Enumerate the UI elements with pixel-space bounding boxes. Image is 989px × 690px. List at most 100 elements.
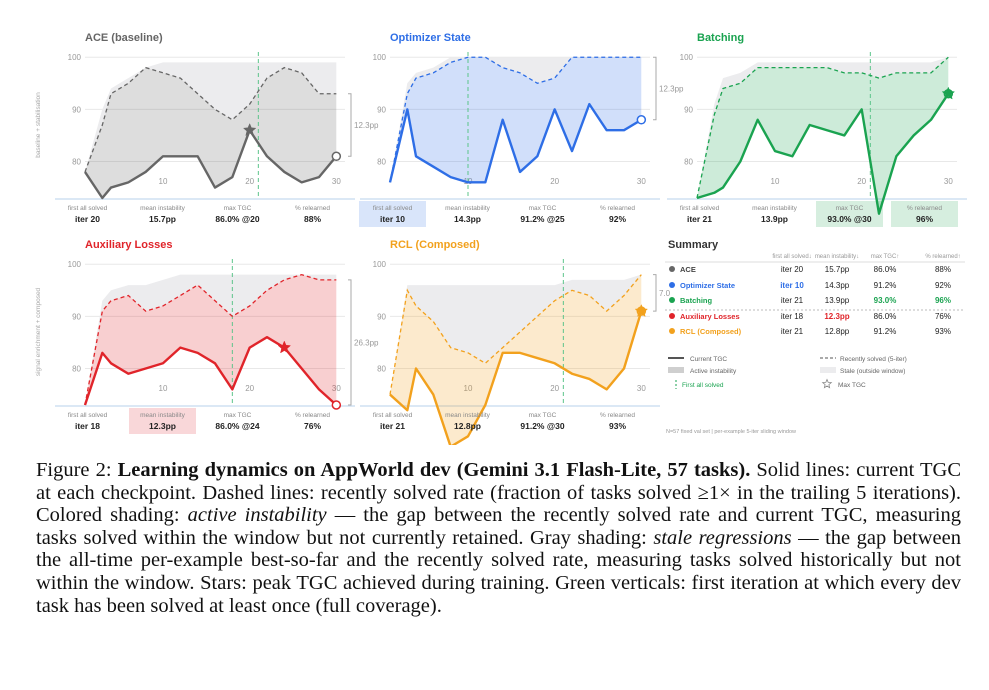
summary-cell: 88% [935, 265, 951, 274]
stat-highlight [129, 408, 196, 434]
stat-header: first all solved [373, 205, 413, 212]
current-tgc-line [83, 336, 338, 406]
summary-cell: iter 20 [781, 265, 804, 274]
stat-value: 88% [304, 214, 321, 224]
summary-panel: Summary first all solved↓ mean instability… [665, 239, 965, 435]
summary-row-name: Batching [680, 296, 713, 305]
legend-stale: Stale (outside window) [840, 368, 905, 375]
stat-value: 93.0% @30 [827, 214, 871, 224]
stat-header: mean instability [445, 205, 491, 212]
summary-cell: iter 18 [781, 312, 804, 321]
stat-header: max TGC [224, 412, 252, 419]
y-tick-label: 80 [377, 158, 386, 167]
summary-color-dot [669, 266, 675, 272]
summary-cell: iter 21 [781, 296, 804, 305]
learning-dynamics-figure: ACE (baseline) 80 90 100 10 20 30 baseline + st… [35, 32, 967, 445]
legend-current: Current TGC [690, 356, 727, 363]
stat-header: max TGC [224, 205, 252, 212]
x-tick-label: 30 [944, 177, 953, 186]
y-tick-label: 100 [68, 53, 82, 62]
y-tick-label: 90 [377, 312, 386, 321]
panel-title: ACE (baseline) [85, 32, 163, 44]
y-axis-label: baseline + stabilisation [35, 92, 42, 158]
x-tick-label: 20 [245, 177, 254, 186]
stat-highlight [891, 201, 958, 227]
summary-color-dot [669, 297, 675, 303]
recently-solved-line [84, 273, 337, 406]
x-tick-label: 20 [857, 177, 866, 186]
y-tick-label: 80 [72, 365, 81, 374]
stat-value: 14.3pp [454, 214, 481, 224]
stat-highlight [816, 201, 883, 227]
max-tgc-star [941, 86, 956, 100]
panel-title: Batching [697, 32, 744, 44]
x-tick-label: 30 [637, 384, 646, 393]
summary-row-name: RCL (Composed) [680, 327, 742, 336]
stat-header: max TGC [529, 412, 557, 419]
summary-header: max TGC↑ [871, 254, 900, 260]
figure-caption: Figure 2: Learning dynamics on AppWorld … [36, 459, 961, 617]
stat-value: 93% [609, 421, 626, 431]
y-tick-label: 90 [377, 105, 386, 114]
stale-shading [85, 62, 337, 172]
caption-text-3: — the gap between the all-time per-examp… [36, 526, 961, 617]
stat-value: 76% [304, 421, 321, 431]
summary-cell: 76% [935, 312, 951, 321]
y-tick-label: 80 [684, 158, 693, 167]
y-tick-label: 100 [373, 260, 387, 269]
x-tick-label: 10 [159, 177, 168, 186]
legend-first: First all solved [682, 382, 724, 389]
summary-color-dot [669, 282, 675, 288]
panel-title: Optimizer State [390, 32, 471, 44]
legend-active-swatch [668, 367, 684, 373]
x-tick-label: 10 [464, 384, 473, 393]
max-tgc-star [634, 303, 649, 317]
legend-active: Active instability [690, 368, 737, 375]
stat-header: % relearned [295, 412, 330, 419]
summary-cell: 14.3pp [825, 281, 850, 290]
bracket-label: 7.0 [659, 289, 671, 298]
endpoint-marker [331, 400, 342, 410]
stat-header: % relearned [600, 205, 635, 212]
summary-header: mean instability↓ [815, 254, 859, 260]
recently-solved-line [389, 274, 642, 395]
panel-title: RCL (Composed) [390, 239, 480, 251]
legend-max: Max TGC [838, 382, 866, 389]
caption-text-2: — the gap between the recently solved ra… [36, 504, 961, 549]
legend-max-swatch [821, 378, 833, 389]
summary-cell: 91.2% [874, 327, 897, 336]
stat-value: iter 21 [380, 421, 405, 431]
bracket-label: 12.3pp [354, 121, 379, 130]
y-tick-label: 100 [680, 53, 694, 62]
current-tgc-line [389, 310, 643, 445]
y-tick-label: 90 [72, 105, 81, 114]
stat-header: % relearned [295, 205, 330, 212]
stat-value: 96% [916, 214, 933, 224]
summary-header: first all solved↓ [772, 254, 811, 260]
chart-panel: Batching 80 90 100 10 20 30 first all solved ite… [667, 32, 967, 227]
stat-header: max TGC [529, 205, 557, 212]
current-tgc-line [84, 129, 338, 200]
stat-value: 15.7pp [149, 214, 176, 224]
stale-shading [697, 57, 949, 199]
y-tick-label: 90 [684, 105, 693, 114]
stat-header: % relearned [907, 205, 942, 212]
stat-value: 86.0% @20 [215, 214, 259, 224]
stat-header: first all solved [680, 205, 720, 212]
x-tick-label: 10 [771, 177, 780, 186]
x-tick-label: 20 [550, 177, 559, 186]
instability-bracket [348, 93, 352, 157]
active-instability-shading [697, 57, 949, 214]
active-instability-shading [390, 274, 642, 445]
recently-solved-line [696, 56, 949, 199]
summary-cell: 15.7pp [825, 265, 850, 274]
summary-cell: 86.0% [874, 312, 897, 321]
summary-footnote: N=57 fixed val set | per-example 5-iter … [666, 429, 796, 435]
caption-label: Figure 2: [36, 459, 112, 481]
chart-panel: ACE (baseline) 80 90 100 10 20 30 baseline + st… [35, 32, 379, 224]
summary-cell: iter 10 [780, 281, 804, 290]
stat-value: iter 21 [687, 214, 712, 224]
summary-cell: 93.0% [874, 296, 897, 305]
caption-text-1: Solid lines: current TGC at each checkpo… [36, 459, 961, 527]
stat-header: max TGC [836, 205, 864, 212]
